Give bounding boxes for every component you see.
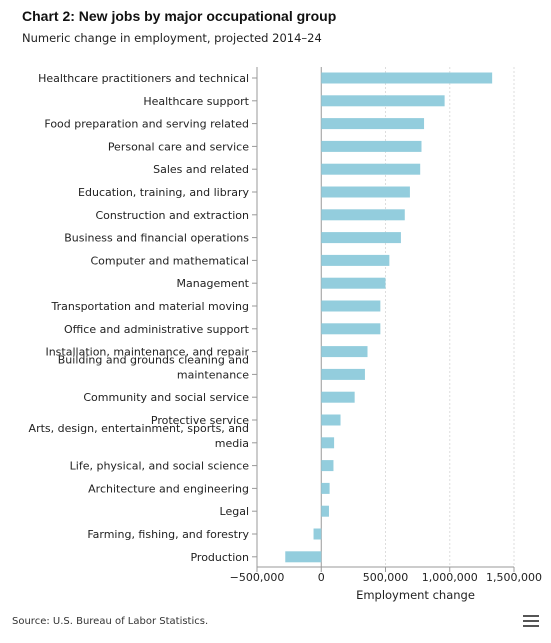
bar xyxy=(321,277,386,289)
category-label: Business and financial operations xyxy=(64,232,249,245)
x-tick-label: 1,000,000 xyxy=(422,571,478,584)
category-label: Computer and mathematical xyxy=(90,254,249,267)
chart-subtitle: Numeric change in employment, projected … xyxy=(22,31,322,45)
x-tick-label: −500,000 xyxy=(230,571,285,584)
bar xyxy=(321,460,334,472)
bar xyxy=(321,300,381,312)
x-tick-label: 1,500,000 xyxy=(486,571,542,584)
hamburger-menu-icon[interactable] xyxy=(523,615,539,629)
bar xyxy=(321,346,368,358)
bar xyxy=(285,551,322,563)
category-label: Building and grounds cleaning and mainten… xyxy=(58,353,249,381)
category-label: Education, training, and library xyxy=(78,186,249,199)
category-label: Farming, fishing, and forestry xyxy=(87,528,249,541)
x-axis-title: Employment change xyxy=(356,588,475,602)
category-label: Sales and related xyxy=(153,163,249,176)
x-tick-label: 500,000 xyxy=(363,571,409,584)
bar xyxy=(321,505,329,517)
category-label: Food preparation and serving related xyxy=(44,118,249,131)
category-label: Protective service xyxy=(151,414,249,427)
category-label: Legal xyxy=(220,505,249,518)
bar xyxy=(321,72,493,84)
category-label: Management xyxy=(177,277,250,290)
bar xyxy=(321,118,425,130)
category-label: Healthcare support xyxy=(143,95,249,108)
bar xyxy=(321,95,445,107)
bar xyxy=(321,414,341,426)
bar xyxy=(321,323,381,335)
x-tick-label: 0 xyxy=(318,571,325,584)
category-label: Architecture and engineering xyxy=(88,482,249,495)
bar xyxy=(321,186,410,198)
bar xyxy=(313,528,322,540)
source-note: Source: U.S. Bureau of Labor Statistics. xyxy=(12,616,209,627)
category-label: Community and social service xyxy=(83,391,249,404)
bar xyxy=(321,391,355,403)
bar xyxy=(321,232,401,244)
category-label: Arts, design, entertainment, sports, and… xyxy=(29,422,249,450)
category-label: Personal care and service xyxy=(108,140,249,153)
chart-title: Chart 2: New jobs by major occupational … xyxy=(22,8,337,24)
bar xyxy=(321,140,422,152)
bar xyxy=(321,482,330,494)
category-label: Installation, maintenance, and repair xyxy=(45,346,249,359)
bar xyxy=(321,163,421,175)
category-label: Transportation and material moving xyxy=(51,300,250,313)
bar-chart: Healthcare practitioners and technical He… xyxy=(29,67,542,602)
bar xyxy=(321,254,390,266)
category-label: Healthcare practitioners and technical xyxy=(38,72,249,85)
bar xyxy=(321,368,365,380)
bar xyxy=(321,209,405,221)
category-label: Office and administrative support xyxy=(64,323,250,336)
category-label: Production xyxy=(190,551,249,564)
category-label: Life, physical, and social science xyxy=(70,460,250,473)
bar xyxy=(321,437,335,449)
category-label: Construction and extraction xyxy=(95,209,249,222)
